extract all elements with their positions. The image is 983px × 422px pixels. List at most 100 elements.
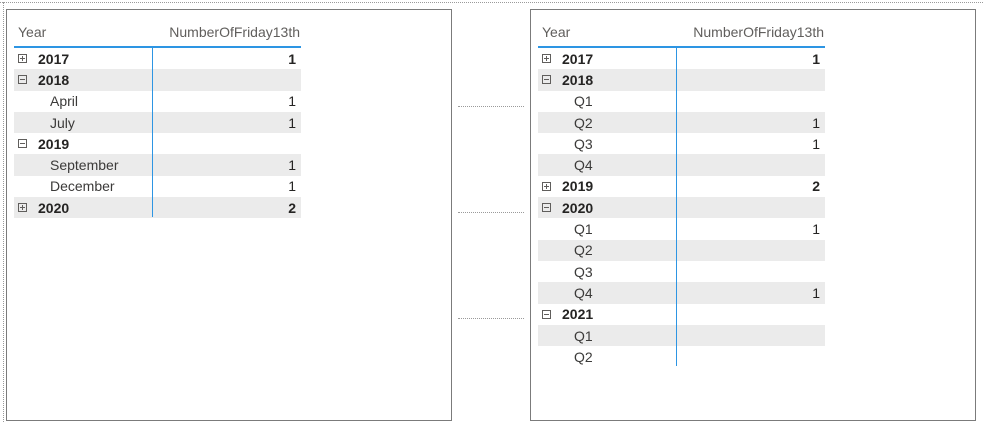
row-value: 1 [288,178,296,195]
canvas-left-border [3,2,4,422]
row-label: 2018 [538,72,676,88]
row-value: 1 [812,221,820,238]
row-label-text: Q2 [574,114,593,131]
row-label-text: July [50,114,75,131]
child-row[interactable]: Q2 [538,346,825,367]
child-row[interactable]: Q2 1 [538,111,825,134]
year-row[interactable]: 2019 [14,133,301,154]
row-label: 2021 [538,306,676,322]
row-label: Q3 [538,136,676,152]
row-label: July [14,115,152,131]
right-matrix: Year NumberOfFriday13th 2017 1 2018 Q1 Q2 1 Q3… [538,18,825,367]
header-measure[interactable]: NumberOfFriday13th [693,24,824,40]
row-value: 2 [288,199,296,216]
row-label-text: Q1 [574,327,593,344]
row-label: 2017 [14,51,152,67]
left-matrix-visual[interactable]: Year NumberOfFriday13th 2017 1 2018 April 1 J… [6,9,452,421]
year-row[interactable]: 2018 [14,69,301,91]
row-label-text: Q1 [574,221,593,238]
year-row[interactable]: 2017 1 [14,48,301,69]
row-label: 2018 [14,72,152,88]
row-label: Q4 [538,157,676,173]
year-row[interactable]: 2020 2 [14,197,301,219]
plus-box-icon[interactable] [18,54,27,64]
row-label-text: Q4 [574,157,593,174]
row-label: December [14,178,152,194]
year-row[interactable]: 2018 [538,69,825,91]
minus-box-icon[interactable] [542,75,551,85]
plus-box-icon[interactable] [542,54,551,64]
row-label: 2019 [14,136,152,152]
header-measure[interactable]: NumberOfFriday13th [169,24,300,40]
row-label-text: Q3 [574,263,593,280]
column-divider [152,47,153,217]
row-label: Q1 [538,328,676,344]
child-row[interactable]: Q4 1 [538,282,825,304]
child-row[interactable]: April 1 [14,91,301,112]
year-row[interactable]: 2017 1 [538,48,825,69]
plus-box-icon[interactable] [542,181,551,191]
row-label-text: 2018 [38,71,70,88]
row-label-text: September [50,157,119,174]
child-row[interactable]: July 1 [14,111,301,134]
left-matrix: Year NumberOfFriday13th 2017 1 2018 April 1 J… [14,18,301,219]
row-value: 1 [812,114,820,131]
child-row[interactable]: Q1 [538,91,825,112]
row-label: 2020 [14,200,152,216]
row-label: 2020 [538,200,676,216]
row-label: Q1 [538,93,676,109]
matrix-header: Year NumberOfFriday13th [14,18,301,48]
row-label: September [14,157,152,173]
row-value: 1 [288,50,296,67]
row-label-text: 2021 [562,306,594,323]
row-label: 2019 [538,178,676,194]
minus-box-icon[interactable] [18,75,27,85]
column-divider [676,47,677,366]
row-label: April [14,93,152,109]
row-label-text: 2020 [38,199,70,216]
row-label: Q2 [538,115,676,131]
row-value: 2 [812,178,820,195]
row-label-text: 2017 [38,50,70,67]
year-row[interactable]: 2019 2 [538,176,825,197]
header-year[interactable]: Year [18,24,47,40]
minus-box-icon[interactable] [542,309,551,319]
row-label-text: Q2 [574,242,593,259]
header-year[interactable]: Year [542,24,571,40]
row-label-text: 2018 [562,71,594,88]
child-row[interactable]: Q4 [538,154,825,176]
child-row[interactable]: Q1 [538,324,825,347]
row-label: Q2 [538,242,676,258]
row-label-text: Q3 [574,135,593,152]
child-row[interactable]: Q3 [538,261,825,282]
row-label-text: 2019 [562,178,594,195]
row-label: Q1 [538,221,676,237]
row-label: Q2 [538,349,676,365]
minus-box-icon[interactable] [18,139,27,149]
row-value: 1 [812,284,820,301]
plus-box-icon[interactable] [18,203,27,213]
row-label-text: Q4 [574,284,593,301]
matrix-body: 2017 1 2018 Q1 Q2 1 Q3 1 Q4 2019 2 2020 Q1 1 Q2 Q3 Q4 1 20… [538,48,825,367]
row-label: 2017 [538,51,676,67]
row-label-text: April [50,93,79,110]
row-value: 1 [812,135,820,152]
row-label: Q4 [538,285,676,301]
row-value: 1 [288,114,296,131]
child-row[interactable]: September 1 [14,154,301,176]
child-row[interactable]: December 1 [14,176,301,197]
child-row[interactable]: Q3 1 [538,133,825,154]
canvas-top-border [0,2,983,3]
child-row[interactable]: Q2 [538,239,825,261]
dotted-connector [458,318,524,319]
minus-box-icon[interactable] [542,203,551,213]
child-row[interactable]: Q1 1 [538,218,825,239]
row-label: Q3 [538,264,676,280]
right-matrix-visual[interactable]: Year NumberOfFriday13th 2017 1 2018 Q1 Q2 1 Q3… [530,9,976,421]
row-label-text: 2017 [562,50,594,67]
year-row[interactable]: 2021 [538,304,825,325]
row-label-text: 2020 [562,199,594,216]
year-row[interactable]: 2020 [538,197,825,219]
row-label-text: 2019 [38,135,70,152]
dotted-connector [458,212,524,213]
